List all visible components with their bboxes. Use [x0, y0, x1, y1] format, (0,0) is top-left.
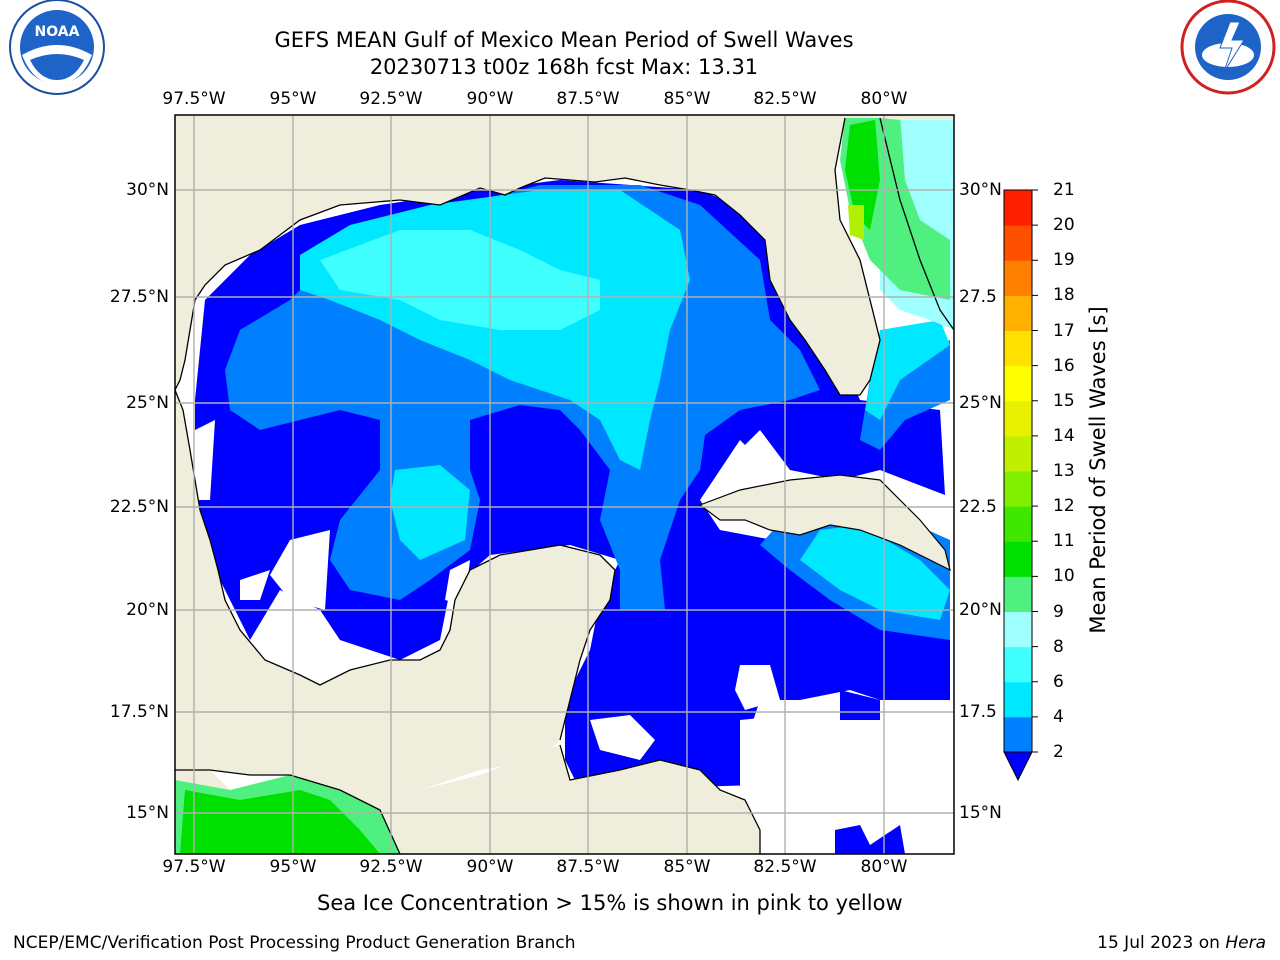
colorbar-segment	[1004, 330, 1032, 367]
colorbar-under-triangle	[1003, 751, 1033, 782]
lat-label-left: 27.5°N	[109, 287, 169, 307]
colorbar-segment	[1004, 225, 1032, 261]
sea-ice-note: Sea Ice Concentration > 15% is shown in …	[317, 891, 903, 915]
lon-label-bottom: 87.5°W	[556, 857, 620, 877]
colorbar-tick-label: 21	[1053, 180, 1075, 200]
nws-logo	[1180, 0, 1276, 95]
lat-label-right: 20°N	[959, 600, 1002, 620]
lat-label-right: 25°N	[959, 393, 1002, 413]
lon-label-top: 87.5°W	[556, 89, 620, 109]
gridlines	[175, 115, 954, 854]
lon-label-top: 80°W	[860, 89, 908, 109]
lon-label-top: 82.5°W	[753, 89, 817, 109]
swell-field-12	[848, 205, 864, 240]
colorbar-segment	[1004, 435, 1032, 472]
colorbar-tick-label: 16	[1053, 355, 1075, 376]
lon-label-top: 85°W	[663, 89, 711, 109]
colorbar-segment	[1004, 506, 1032, 542]
map-title: GEFS MEAN Gulf of Mexico Mean Period of …	[274, 28, 854, 52]
colorbar-segment	[1004, 611, 1032, 648]
colorbar-tick-label: 10	[1053, 566, 1075, 587]
colorbar-tick-label: 18	[1053, 285, 1075, 306]
svg-text:NOAA: NOAA	[35, 24, 80, 40]
colorbar-tick-label: 9	[1053, 601, 1064, 622]
lat-label-left: 20°N	[126, 600, 169, 620]
colorbar-segment	[1004, 646, 1032, 683]
map-subtitle-forecast: 20230713 t00z 168h fcst Max: 13.31	[369, 55, 759, 79]
land-us	[175, 115, 954, 395]
colorbar-segment	[1004, 681, 1032, 718]
lon-label-top: 90°W	[466, 89, 514, 109]
map-frame	[174, 114, 955, 855]
lat-label-right: 22.5	[959, 497, 997, 517]
colorbar-tick-label: 17	[1053, 320, 1075, 341]
colorbar-segment	[1004, 365, 1032, 402]
colorbar-tick-label: 8	[1053, 636, 1064, 657]
colorbar-tick-label: 14	[1053, 425, 1075, 446]
coastlines	[175, 117, 954, 854]
colorbar-segment	[1004, 716, 1032, 753]
land-mexico	[175, 390, 615, 810]
lat-label-left: 15°N	[126, 803, 169, 823]
footer-date: 15 Jul 2023 on Hera	[1097, 933, 1266, 953]
lon-label-top: 97.5°W	[162, 89, 226, 109]
footer-credit: NCEP/EMC/Verification Post Processing Pr…	[13, 933, 576, 953]
lon-label-bottom: 82.5°W	[753, 857, 817, 877]
lat-label-right: 17.5	[959, 702, 997, 722]
colorbar-segment	[1004, 190, 1032, 226]
lat-label-left: 17.5°N	[109, 702, 169, 722]
colorbar-segment	[1004, 260, 1032, 296]
colorbar-segment	[1004, 295, 1032, 331]
colorbar-tick-label: 15	[1053, 390, 1075, 411]
lat-label-left: 25°N	[126, 393, 169, 413]
colorbar-tick-label: 19	[1053, 250, 1075, 271]
lon-label-bottom: 80°W	[860, 857, 908, 877]
colorbar-segment	[1004, 471, 1032, 507]
map-area	[175, 115, 954, 854]
lon-label-bottom: 85°W	[663, 857, 711, 877]
swell-field-6-8	[320, 230, 600, 330]
colorbar-tick-label: 6	[1053, 671, 1064, 692]
lat-label-left: 22.5°N	[109, 497, 169, 517]
colorbar-segment	[1004, 576, 1032, 612]
colorbar-title: Mean Period of Swell Waves [s]	[1086, 306, 1110, 634]
colorbar-tick-label: 11	[1053, 531, 1075, 552]
lon-label-bottom: 97.5°W	[162, 857, 226, 877]
lon-label-top: 95°W	[269, 89, 317, 109]
noaa-logo: NOAA	[9, 0, 105, 95]
footer-date-text: 15 Jul 2023 on	[1097, 933, 1226, 953]
colorbar	[1003, 189, 1038, 782]
lon-label-bottom: 90°W	[466, 857, 514, 877]
colorbar-tick-label: 13	[1053, 461, 1075, 481]
lat-label-left: 30°N	[126, 180, 169, 200]
footer-host: Hera	[1225, 933, 1266, 953]
colorbar-tick-label: 4	[1053, 706, 1064, 727]
land-yucatan	[380, 745, 760, 854]
lat-label-right: 27.5	[959, 287, 997, 307]
colorbar-segment	[1004, 400, 1032, 437]
colorbar-tick-label: 20	[1053, 215, 1075, 236]
lon-label-top: 92.5°W	[359, 89, 423, 109]
land-cuba	[698, 474, 951, 572]
colorbar-tick-label: 12	[1053, 496, 1075, 517]
lat-label-right: 30°N	[959, 180, 1002, 200]
colorbar-segment	[1004, 541, 1032, 577]
swell-field-10-11	[845, 120, 880, 230]
lat-label-right: 15°N	[959, 803, 1002, 823]
colorbar-tick-label: 2	[1053, 742, 1064, 762]
lon-label-bottom: 95°W	[269, 857, 317, 877]
lon-label-bottom: 92.5°W	[359, 857, 423, 877]
